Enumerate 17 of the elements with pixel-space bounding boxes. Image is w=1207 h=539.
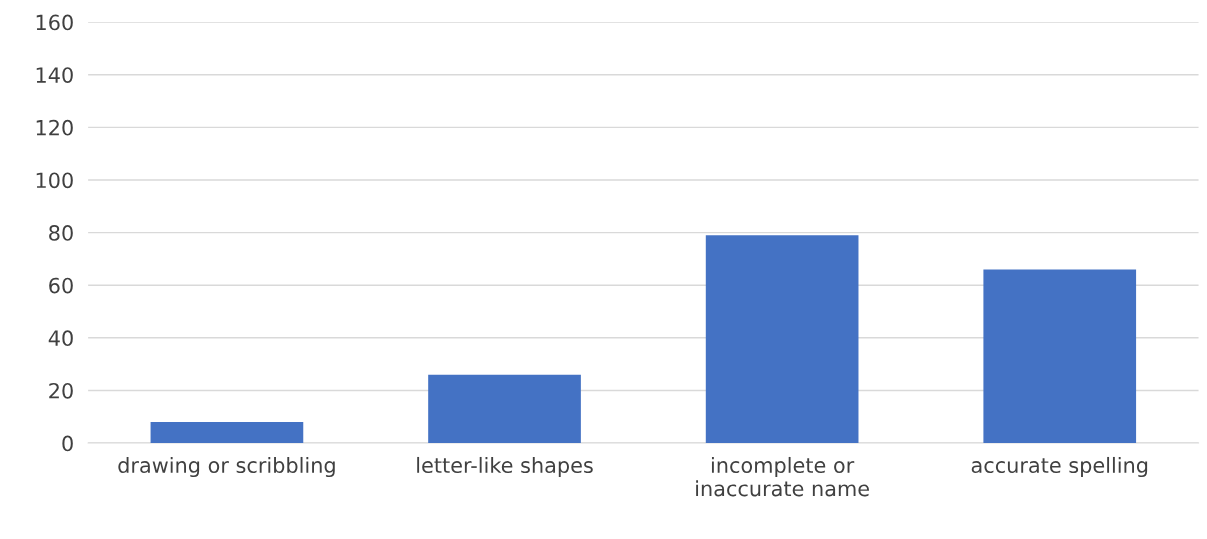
y-tick-label: 80 <box>49 225 73 241</box>
y-tick-label: 140 <box>36 67 73 83</box>
bar <box>428 374 581 444</box>
y-tick-label: 40 <box>48 330 73 347</box>
y-tick-label: 100 <box>36 172 73 189</box>
bar <box>150 422 304 444</box>
x-tick-label: accurate spelling <box>971 456 1148 478</box>
y-tick-label: 20 <box>49 382 73 399</box>
y-tick-label: 160 <box>36 14 73 31</box>
bar <box>983 269 1137 444</box>
bar <box>705 235 859 444</box>
y-tick-label: 60 <box>49 277 73 294</box>
x-tick-label: letter-like shapes <box>417 456 593 478</box>
y-tick-label: 120 <box>36 119 73 136</box>
x-tick-label: incomplete or inaccurate name <box>696 456 869 497</box>
y-tick-label: 0 <box>62 435 73 452</box>
x-tick-label: drawing or scribbling <box>118 456 335 478</box>
